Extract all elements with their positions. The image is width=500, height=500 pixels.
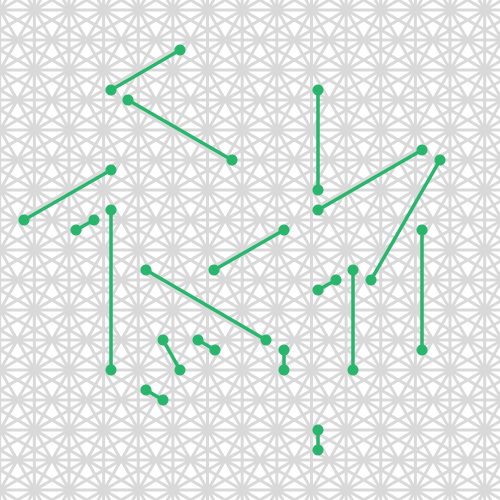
grid-line-diagonal [0,388,194,500]
segments-layer [22,48,442,452]
segment-8[interactable] [212,228,286,272]
grid-line-diagonal [0,288,367,500]
grid-line-diagonal [0,0,194,112]
segment-10-endpoint-b[interactable] [260,334,272,346]
segment-6[interactable] [316,148,424,212]
segment-3-endpoint-a[interactable] [105,164,117,176]
grid-line-steep [304,160,500,500]
segment-1-endpoint-a[interactable] [122,94,134,106]
grid-line-diagonal [0,0,55,32]
segment-10-endpoint-a[interactable] [140,264,152,276]
segment-12-endpoint-a[interactable] [347,264,359,276]
grid-line-diagonal [0,348,263,500]
grid-line-steep [408,340,500,500]
segment-0[interactable] [109,48,182,92]
segment-6-endpoint-b[interactable] [416,144,428,156]
segment-12-endpoint-b[interactable] [347,364,359,376]
grid-line-diagonal [0,468,55,500]
segment-9-endpoint-b[interactable] [416,344,428,356]
grid-line-steep [0,0,216,373]
grid-line-diagonal [0,0,367,212]
grid-line-steep [269,100,500,500]
grid-line-diagonal [83,259,500,500]
segment-15-endpoint-a[interactable] [278,344,290,356]
grid-line-steep [338,220,500,500]
segment-14-endpoint-a[interactable] [192,334,204,346]
segment-10[interactable] [144,268,268,342]
segment-13[interactable] [161,338,182,372]
segment-5-endpoint-b[interactable] [105,364,117,376]
grid-line-diagonal [0,0,159,92]
grid-line-diagonal [187,319,500,500]
segment-8-endpoint-a[interactable] [278,224,290,236]
segment-2-endpoint-a[interactable] [312,84,324,96]
segment-4-endpoint-b[interactable] [88,214,100,226]
nodes-layer [18,44,446,456]
grid-line-diagonal [0,0,90,52]
grid-line-steep [0,307,112,500]
grid-line-diagonal [0,408,159,500]
segment-9-endpoint-a[interactable] [416,224,428,236]
segment-8-endpoint-b[interactable] [208,264,220,276]
grid-line-steep [0,0,147,253]
grid-line-diagonal [0,448,90,500]
grid-line-diagonal [395,439,500,500]
grid-line-steep [442,400,500,500]
grid-line-steep [0,127,216,500]
segment-16-endpoint-a[interactable] [140,384,152,396]
segment-13-endpoint-a[interactable] [157,334,169,346]
segment-2-endpoint-b[interactable] [312,184,324,196]
segment-15-endpoint-b[interactable] [278,364,290,376]
segment-0-endpoint-b[interactable] [105,84,117,96]
grid-line-diagonal [0,0,263,152]
segment-11-endpoint-a[interactable] [312,284,324,296]
segment-11-endpoint-b[interactable] [330,274,342,286]
segment-3-endpoint-b[interactable] [18,214,30,226]
grid-line-steep [0,0,77,133]
segment-13-endpoint-b[interactable] [174,364,186,376]
grid-line-steep [0,247,147,500]
segment-16-endpoint-b[interactable] [157,394,169,406]
segment-1-endpoint-b[interactable] [226,154,238,166]
segment-7[interactable] [369,158,442,282]
segment-4-endpoint-a[interactable] [70,224,82,236]
segment-17-endpoint-a[interactable] [312,424,324,436]
segment-7-endpoint-a[interactable] [434,154,446,166]
segment-14-endpoint-b[interactable] [209,344,221,356]
grid-line-steep [373,280,500,500]
segment-1[interactable] [126,98,234,162]
segment-5-endpoint-a[interactable] [105,204,117,216]
grid-line-steep [0,367,77,500]
segment-6-endpoint-a[interactable] [312,204,324,216]
segment-0-endpoint-a[interactable] [174,44,186,56]
grid-line-diagonal [291,379,500,500]
grid-line-steep [0,0,112,193]
segment-17-endpoint-b[interactable] [312,444,324,456]
grid-line-steep [0,187,181,500]
segment-3[interactable] [22,168,113,222]
segment-7-endpoint-b[interactable] [365,274,377,286]
grid-line-diagonal [256,359,500,500]
grid-line-diagonal [360,419,500,500]
grid-line-steep [0,0,181,313]
